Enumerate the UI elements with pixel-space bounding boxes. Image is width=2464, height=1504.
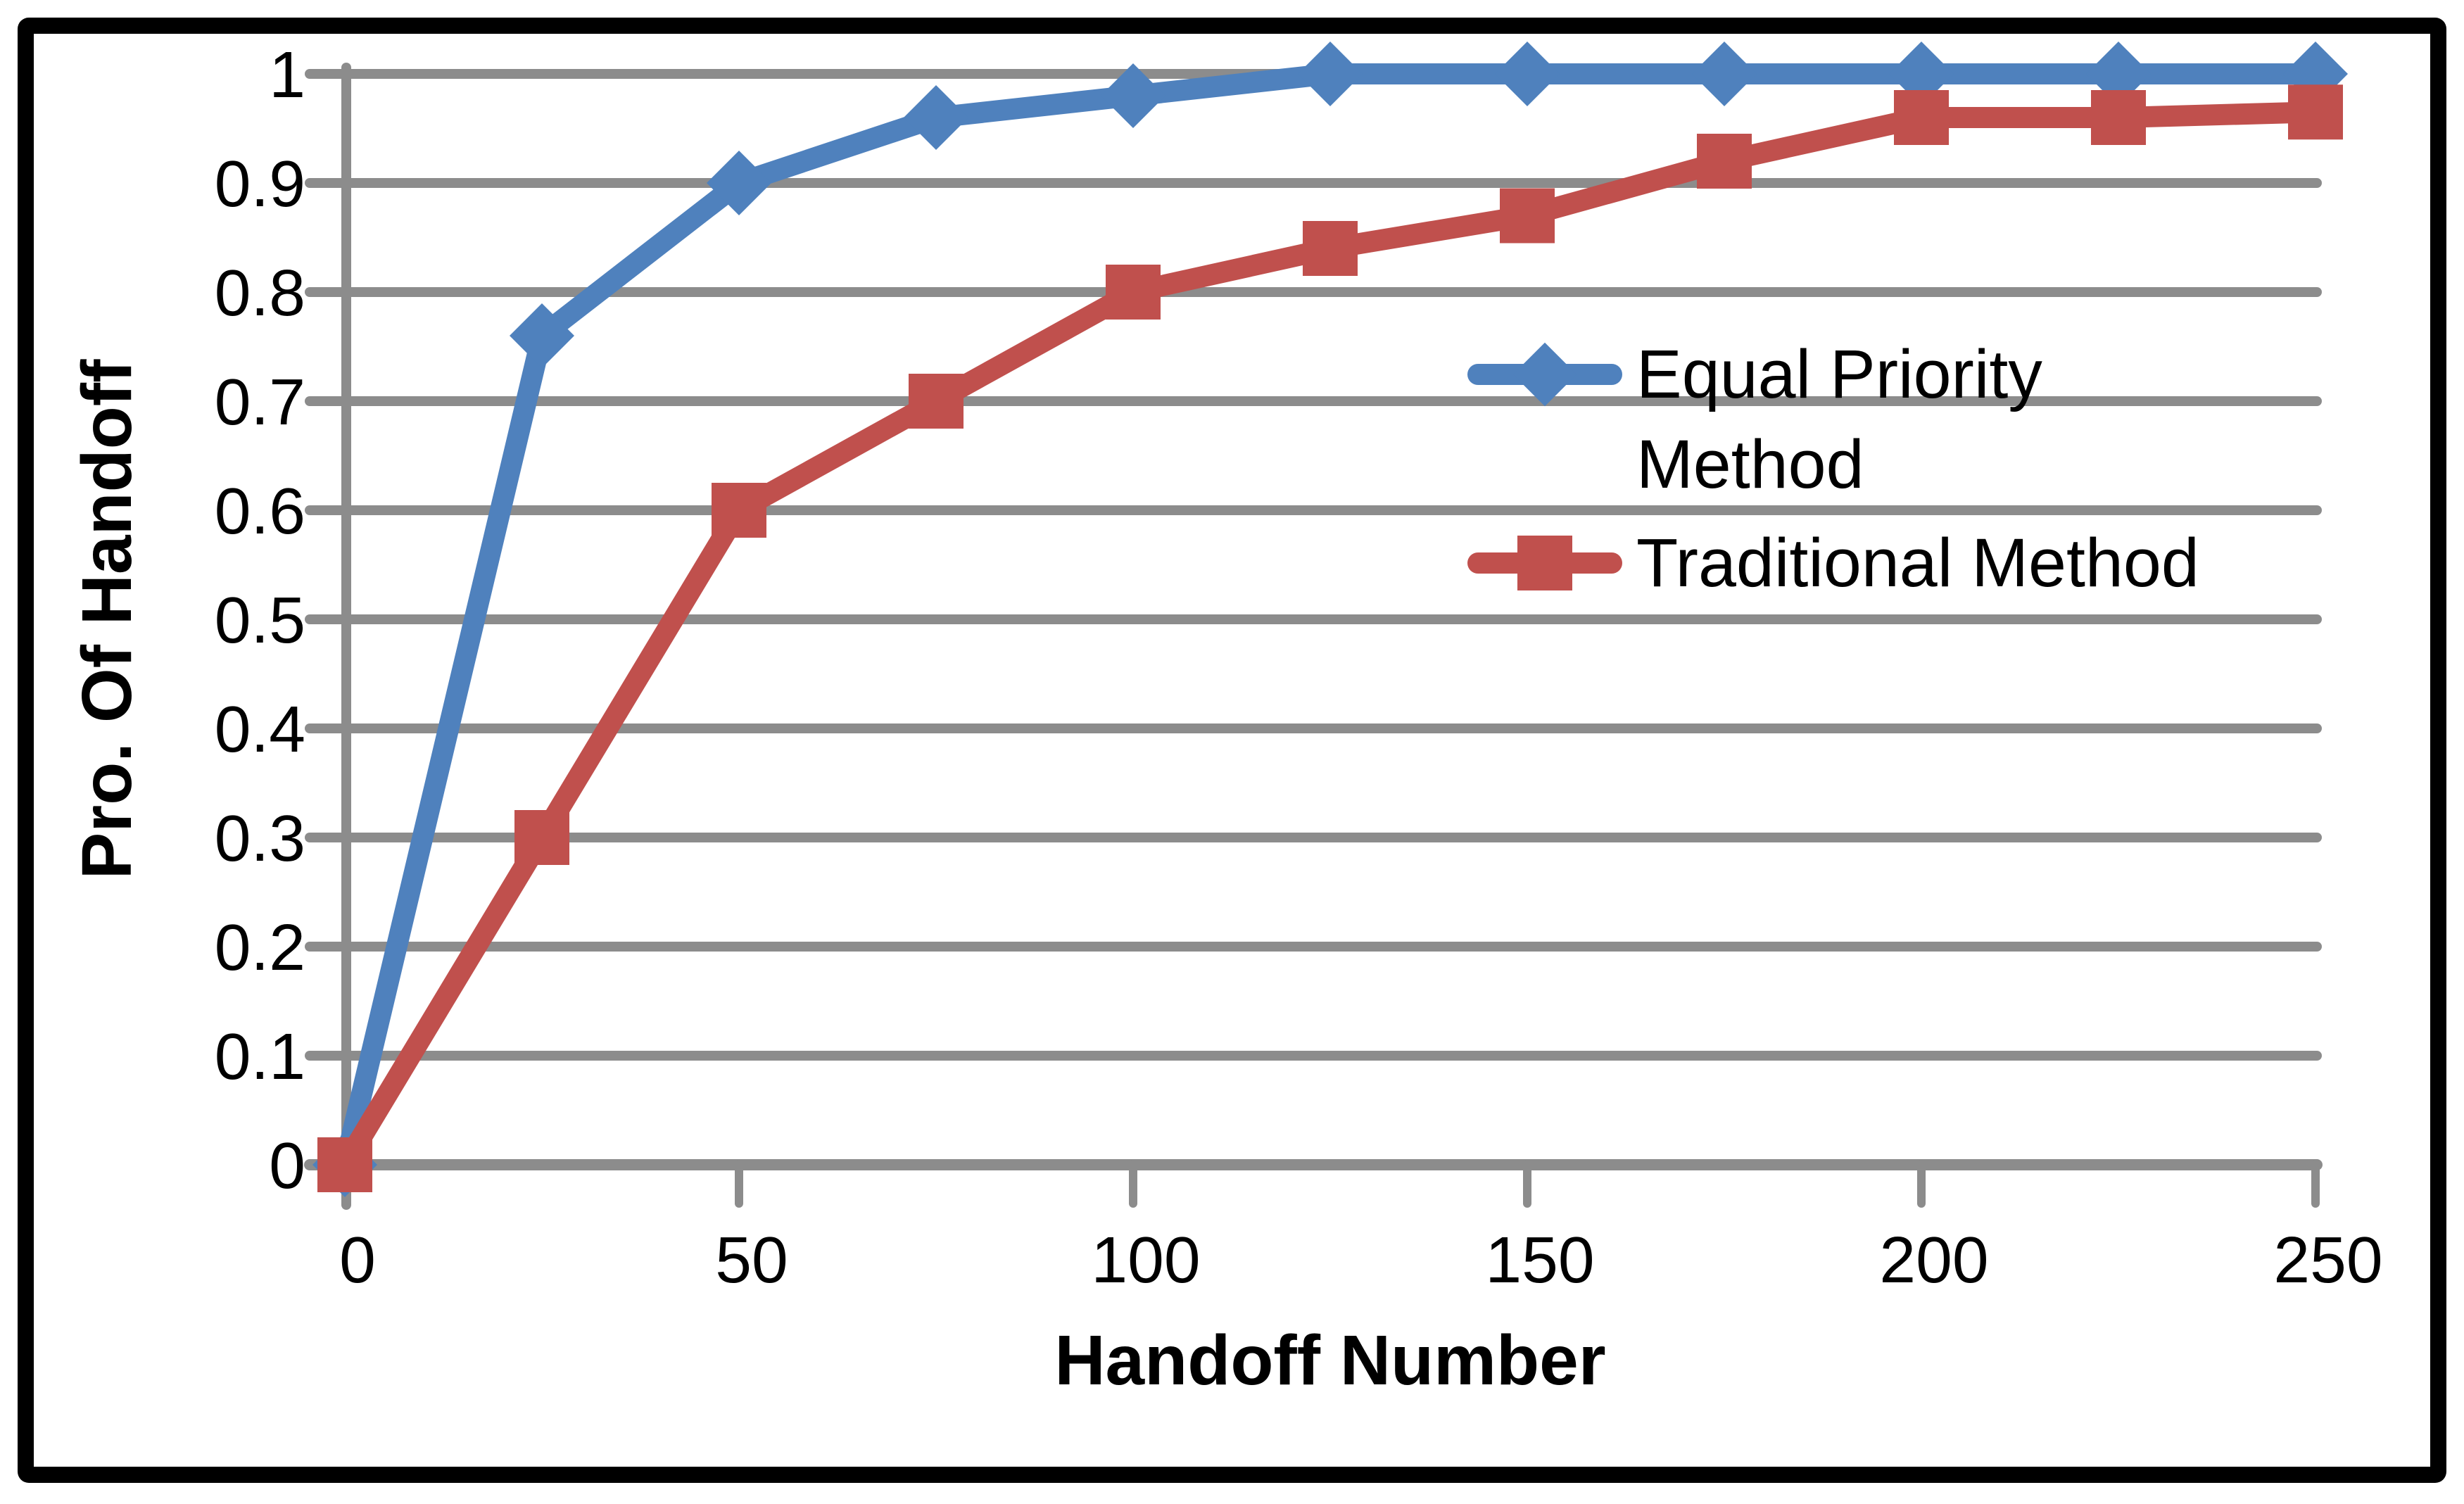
- x-tick-label: 0: [339, 1223, 376, 1296]
- diamond-marker-icon: [510, 303, 574, 368]
- chart-border-frame: [18, 18, 2446, 1483]
- x-tick-label: 200: [1879, 1223, 1988, 1296]
- y-tick-label: 0.2: [215, 911, 305, 984]
- series-markers-traditional-method: [317, 84, 2343, 1192]
- square-marker-icon: [317, 1137, 372, 1192]
- diamond-marker-icon: [1692, 42, 1757, 106]
- y-tick-labels: 1 0.9 0.8 0.7 0.6 0.5 0.4 0.3 0.2 0.1 0: [215, 38, 305, 1202]
- legend-label: Traditional Method: [1636, 524, 2199, 601]
- y-tick-label: 0.6: [215, 474, 305, 548]
- diamond-marker-icon: [904, 85, 968, 150]
- square-marker-icon: [1106, 265, 1161, 320]
- diamond-marker-icon: [1495, 42, 1560, 106]
- square-marker-icon: [1500, 188, 1555, 244]
- square-marker-icon: [909, 374, 964, 429]
- y-tick-label: 1: [269, 38, 305, 111]
- x-axis-ticks: [735, 1161, 2320, 1208]
- diamond-marker-icon: [707, 151, 771, 215]
- diamond-marker-icon: [1298, 42, 1363, 106]
- gridlines: [304, 69, 2323, 1170]
- legend-item-traditional-method: Traditional Method: [1467, 518, 2326, 608]
- y-tick-label: 0.8: [215, 256, 305, 329]
- square-marker-icon: [1894, 90, 1949, 145]
- square-marker-icon: [1697, 134, 1752, 189]
- y-tick-label: 0.7: [215, 365, 305, 438]
- x-tick-label: 250: [2273, 1223, 2382, 1296]
- square-marker-icon: [1517, 536, 1572, 590]
- x-tick-label: 150: [1485, 1223, 1594, 1296]
- y-tick-label: 0.9: [215, 147, 305, 220]
- legend-item-equal-priority-method: Equal Priority Method: [1467, 329, 2171, 510]
- y-tick-label: 0.3: [215, 802, 305, 875]
- legend-swatch-equal-priority: [1467, 329, 1622, 419]
- x-tick-labels: 0 50 100 150 200 250: [339, 1223, 2382, 1296]
- diamond-marker-icon: [1512, 342, 1577, 407]
- square-marker-icon: [514, 810, 569, 865]
- diamond-marker-icon: [1101, 63, 1165, 128]
- y-tick-label: 0.1: [215, 1020, 305, 1093]
- x-axis-title: Handoff Number: [1054, 1321, 1606, 1400]
- y-tick-label: 0.4: [215, 693, 305, 766]
- square-marker-icon: [712, 483, 766, 538]
- square-marker-icon: [1303, 221, 1358, 276]
- y-tick-label: 0.5: [215, 583, 305, 657]
- square-marker-icon: [2091, 90, 2146, 145]
- y-axis-title: Pro. Of Handoff: [68, 359, 146, 880]
- legend-label: Equal Priority Method: [1636, 336, 2042, 503]
- square-marker-icon: [2288, 84, 2343, 140]
- x-tick-label: 100: [1091, 1223, 1200, 1296]
- legend-swatch-traditional: [1467, 518, 1622, 608]
- x-tick-label: 50: [715, 1223, 788, 1296]
- y-tick-label: 0: [269, 1129, 305, 1202]
